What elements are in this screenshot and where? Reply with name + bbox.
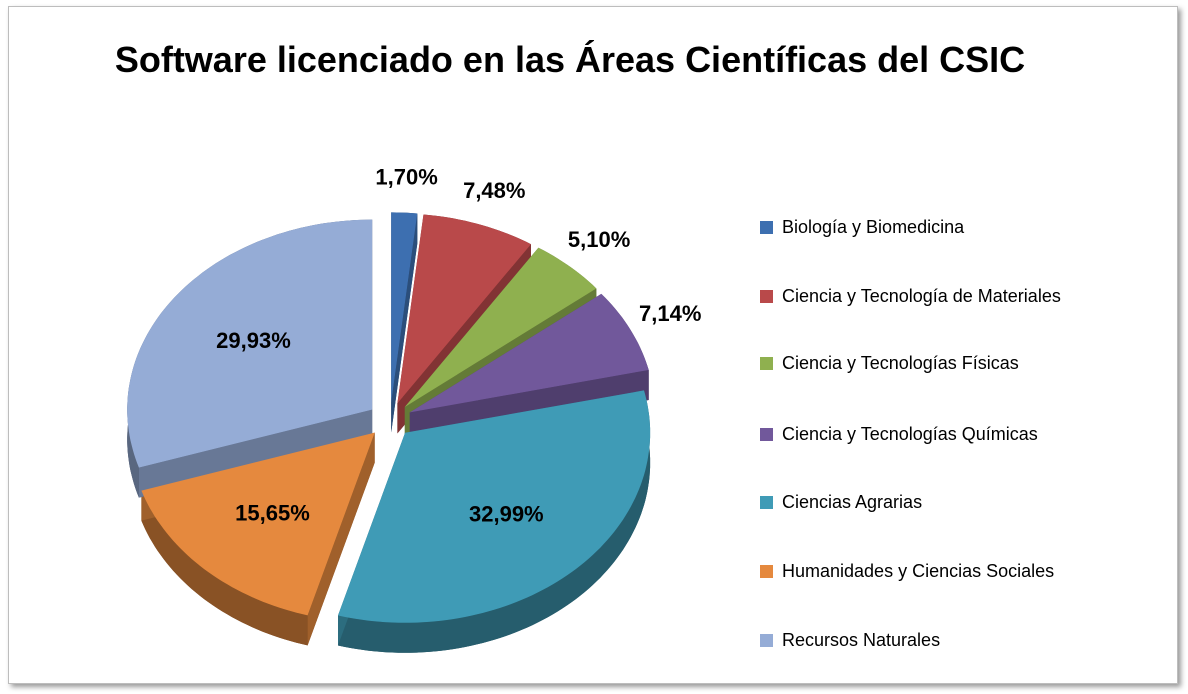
legend-item: Ciencia y Tecnología de Materiales [760, 283, 1082, 309]
slice-side [141, 490, 308, 646]
pie-slice [404, 247, 597, 407]
legend-item: Humanidades y Ciencias Sociales [760, 558, 1082, 584]
legend-item: Ciencias Agrarias [760, 489, 1082, 515]
chart-title: Software licenciado en las Áreas Científ… [114, 39, 1026, 80]
slice-edge [138, 409, 373, 498]
legend-label: Recursos Naturales [782, 630, 941, 650]
data-label: 7,48% [463, 178, 525, 203]
legend-label: Biología y Biomedicina [782, 217, 965, 237]
legend-swatch [760, 565, 773, 578]
legend-swatch [760, 496, 773, 509]
pie-slice [141, 432, 375, 616]
slice-side [338, 390, 651, 653]
legend-swatch [760, 428, 773, 441]
legend-swatch [760, 357, 773, 370]
pie-slice [409, 293, 649, 413]
legend-item: Ciencia y Tecnologías Químicas [760, 421, 1082, 447]
data-label: 15,65% [235, 500, 310, 525]
legend-swatch [760, 634, 773, 647]
legend-label: Humanidades y Ciencias Sociales [782, 561, 1055, 581]
pie-slice [127, 219, 373, 468]
slice-edge [307, 432, 375, 646]
legend-label: Ciencia y Tecnologías Físicas [782, 353, 1019, 373]
data-label: 7,14% [639, 301, 701, 326]
legend-item: Biología y Biomedicina [760, 214, 1082, 240]
data-label: 29,93% [216, 328, 291, 353]
legend-item: Recursos Naturales [760, 627, 1082, 653]
data-label: 5,10% [568, 227, 630, 252]
legend-label: Ciencia y Tecnología de Materiales [782, 286, 1061, 306]
data-label: 1,70% [375, 164, 437, 189]
pie-slice [391, 212, 418, 403]
data-label: 32,99% [469, 501, 544, 526]
legend-label: Ciencias Agrarias [782, 492, 923, 512]
legend-label: Ciencia y Tecnologías Químicas [782, 424, 1038, 444]
legend-swatch [760, 221, 773, 234]
legend-item: Ciencia y Tecnologías Físicas [760, 350, 1082, 376]
legend-swatch [760, 290, 773, 303]
pie-slice [338, 390, 651, 623]
slice-edge [391, 213, 418, 433]
pie-slice [397, 214, 531, 404]
